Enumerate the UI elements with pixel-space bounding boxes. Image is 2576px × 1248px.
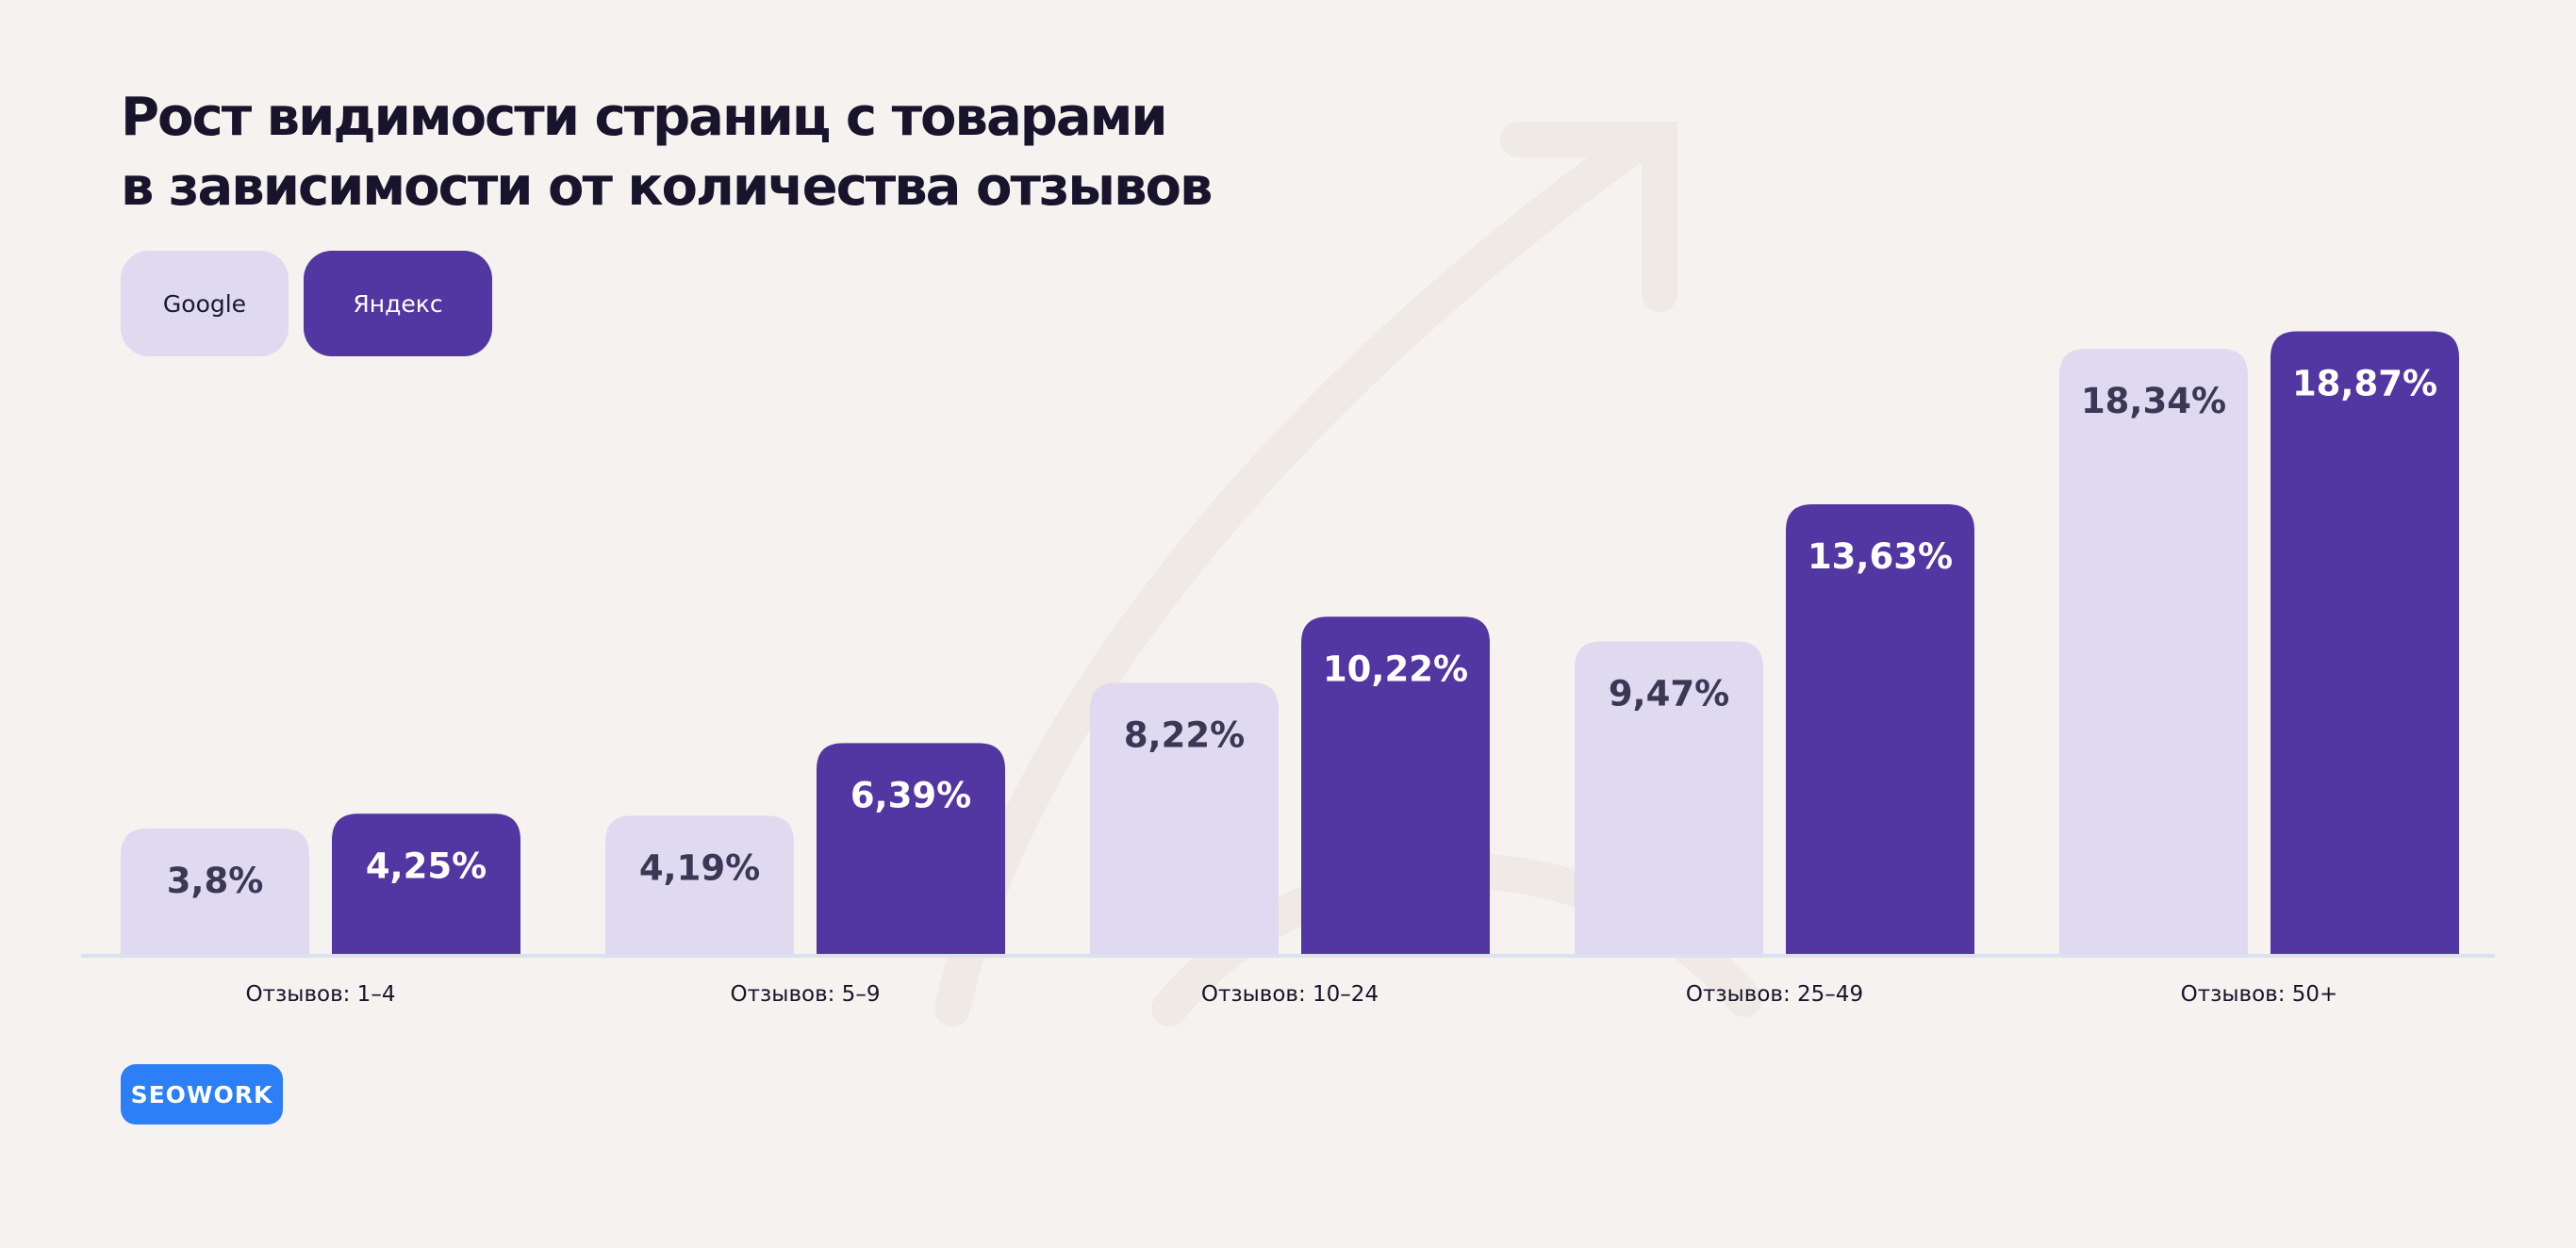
- value-label-google-1: 3,8%: [167, 861, 264, 901]
- bar-google-5: [2059, 349, 2248, 955]
- bar-yandex-1: [332, 813, 520, 954]
- value-label-yandex-4: 13,63%: [1808, 536, 1953, 577]
- value-label-google-3: 8,22%: [1124, 714, 1245, 755]
- bar-google-3: [1090, 682, 1279, 954]
- bar-yandex-3: [1301, 616, 1490, 954]
- category-label-3: Отзывов: 10–24: [1201, 982, 1379, 1007]
- category-label-5: Отзывов: 50+: [2181, 982, 2338, 1007]
- bar-yandex-5: [2271, 331, 2459, 954]
- category-label-2: Отзывов: 5–9: [731, 982, 881, 1007]
- legend-item-google: Google: [121, 251, 289, 356]
- category-label-4: Отзывов: 25–49: [1686, 982, 1863, 1007]
- bars-layer: [121, 331, 2459, 955]
- bar-yandex-2: [817, 743, 1005, 954]
- category-label-1: Отзывов: 1–4: [246, 982, 396, 1007]
- value-label-yandex-5: 18,87%: [2292, 364, 2437, 404]
- category-labels-layer: Отзывов: 1–4 Отзывов: 5–9 Отзывов: 10–24 От…: [246, 982, 2338, 1007]
- value-label-google-2: 4,19%: [639, 847, 760, 888]
- legend: Google Яндекс: [121, 251, 492, 356]
- chart-title-line-2: в зависимости от количества отзывов: [121, 156, 1213, 218]
- value-label-yandex-1: 4,25%: [366, 846, 487, 886]
- value-label-google-4: 9,47%: [1609, 674, 1729, 714]
- chart-title-line-1: Рост видимости страниц с товарами: [121, 87, 1168, 148]
- bar-yandex-4: [1786, 503, 1974, 954]
- legend-item-yandex: Яндекс: [304, 251, 492, 356]
- bar-google-4: [1575, 641, 1763, 954]
- value-label-yandex-2: 6,39%: [850, 775, 971, 815]
- chart-title: Рост видимости страниц с товарами в зави…: [121, 83, 1441, 222]
- value-label-google-5: 18,34%: [2081, 381, 2226, 421]
- bar-google-2: [605, 815, 794, 954]
- value-label-yandex-3: 10,22%: [1323, 649, 1468, 689]
- bar-google-1: [121, 829, 309, 954]
- seowork-logo: SEOWORK: [121, 1064, 283, 1125]
- value-labels-layer: 3,8% 4,25% 4,19% 6,39% 8,22% 10,22% 9,47% 13,63…: [167, 364, 2437, 901]
